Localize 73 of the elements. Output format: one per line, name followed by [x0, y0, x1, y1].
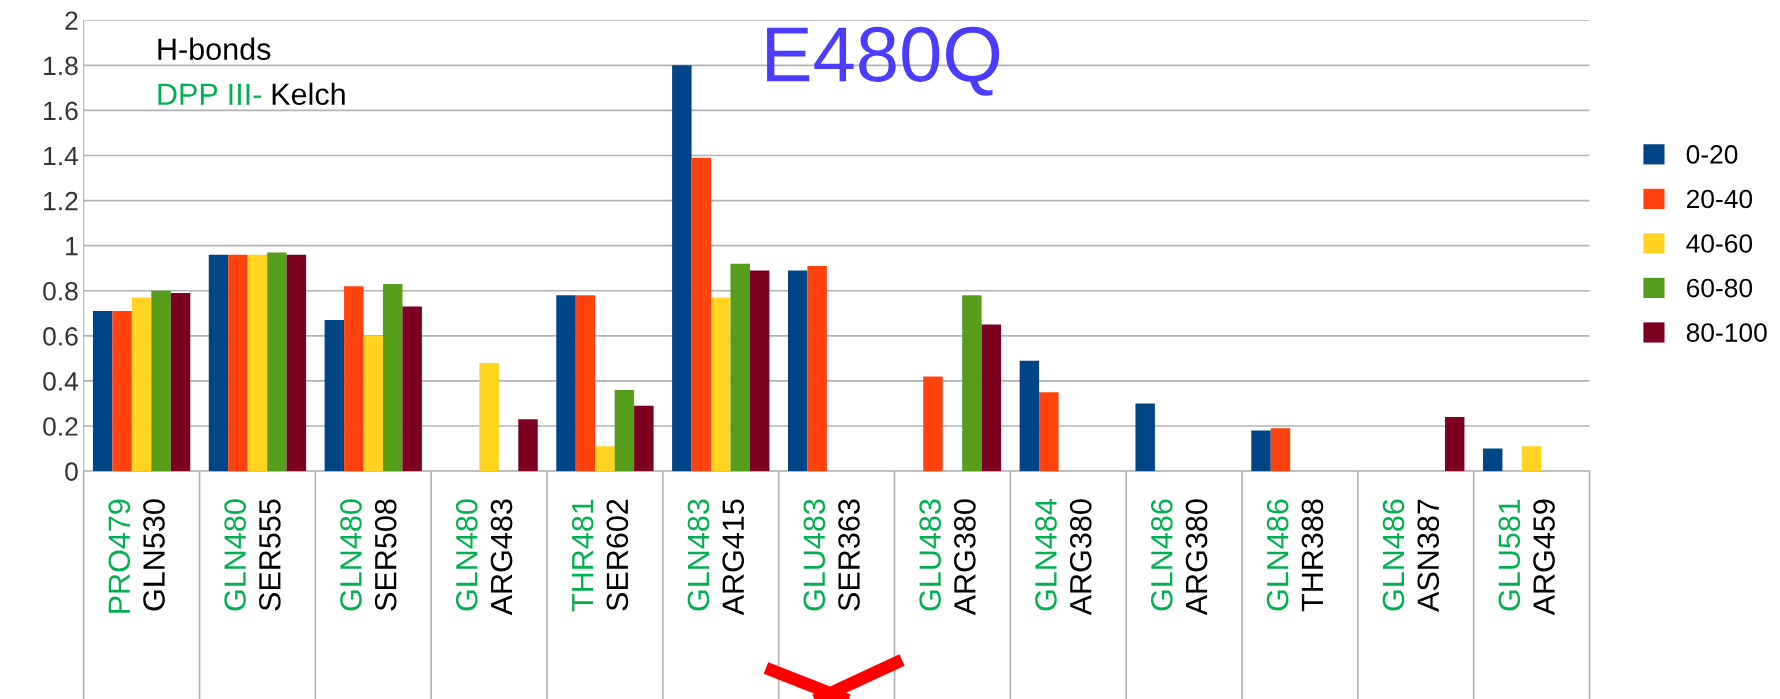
bar	[981, 324, 1002, 472]
bar	[730, 263, 750, 472]
bar	[151, 290, 171, 472]
bar	[575, 295, 596, 472]
x-tick-label: GLU483 ARG380	[919, 499, 976, 616]
y-tick-label: 0.2	[43, 417, 78, 436]
bar	[344, 286, 364, 472]
y-tick-label: 0.6	[43, 327, 78, 346]
x-tick-label: PRO479 GLN530	[108, 499, 165, 613]
bar	[787, 270, 808, 472]
bar	[131, 297, 152, 472]
bar	[363, 335, 383, 472]
bar	[962, 295, 982, 472]
x-tick-label: GLN480 ARG483	[455, 499, 513, 616]
x-tick-label: GLN486 THR388	[1266, 499, 1324, 612]
legend-label: 0-20	[1686, 145, 1738, 164]
x-tick-label: GLN483 ARG415	[687, 499, 745, 616]
bar	[595, 446, 615, 472]
bar	[170, 293, 191, 472]
legend-label: 20-40	[1686, 189, 1753, 209]
y-tick-label: 1.8	[44, 56, 78, 76]
y-tick-label: 1.6	[44, 101, 78, 121]
bar	[1251, 430, 1271, 472]
annotation: Kelch	[272, 82, 345, 106]
bar	[1019, 360, 1040, 472]
bar	[749, 270, 770, 472]
bar	[479, 362, 499, 472]
bar	[556, 295, 576, 472]
chart-title: E480Q	[767, 26, 1000, 96]
annotation: H-bonds	[158, 37, 271, 61]
x-tick-label: GLN480 SER555	[224, 499, 281, 611]
bar	[1444, 417, 1465, 472]
y-tick-label: 1.4	[44, 146, 79, 166]
y-tick-label: 0.4	[43, 372, 79, 391]
legend-label: 40-60	[1686, 234, 1753, 253]
y-tick-label: 2	[65, 11, 78, 30]
bar	[518, 419, 538, 472]
y-tick-label: 0	[65, 462, 78, 481]
bar	[1482, 448, 1503, 472]
bar	[247, 254, 268, 472]
bar	[324, 320, 345, 472]
x-tick-label: GLU581 ARG459	[1498, 499, 1555, 616]
bar	[711, 297, 731, 472]
bar	[228, 254, 248, 472]
y-tick-label: 1	[66, 237, 78, 256]
bar	[1135, 403, 1155, 472]
bar	[208, 254, 229, 472]
bar	[1039, 392, 1059, 472]
bar	[382, 284, 403, 472]
x-tick-label: GLN486 ASN387	[1382, 499, 1440, 612]
x-tick-label: GLN484 ARG380	[1035, 499, 1092, 616]
x-tick-label: THR481 SER602	[571, 499, 629, 612]
bar	[672, 65, 692, 472]
bar	[1521, 446, 1542, 472]
legend-label: 60-80	[1686, 278, 1753, 298]
bar	[691, 157, 712, 472]
legend-label: 80-100	[1686, 323, 1767, 342]
bar	[807, 265, 827, 472]
x-tick-label: GLN480 SER508	[340, 499, 397, 611]
bar	[402, 306, 422, 472]
x-tick-label: GLN486 ARG380	[1150, 499, 1208, 616]
y-tick-label: 1.2	[44, 191, 78, 211]
annotation: DPP III-	[158, 83, 262, 105]
bar	[923, 376, 943, 472]
bar	[92, 311, 113, 472]
bar	[614, 389, 635, 472]
bar	[286, 254, 307, 472]
bar	[1270, 428, 1291, 472]
bar	[634, 405, 654, 472]
y-tick-label: 0.8	[43, 281, 78, 301]
bar	[112, 311, 132, 472]
x-tick-label: GLU483 SER363	[803, 499, 860, 611]
bar	[267, 252, 287, 472]
